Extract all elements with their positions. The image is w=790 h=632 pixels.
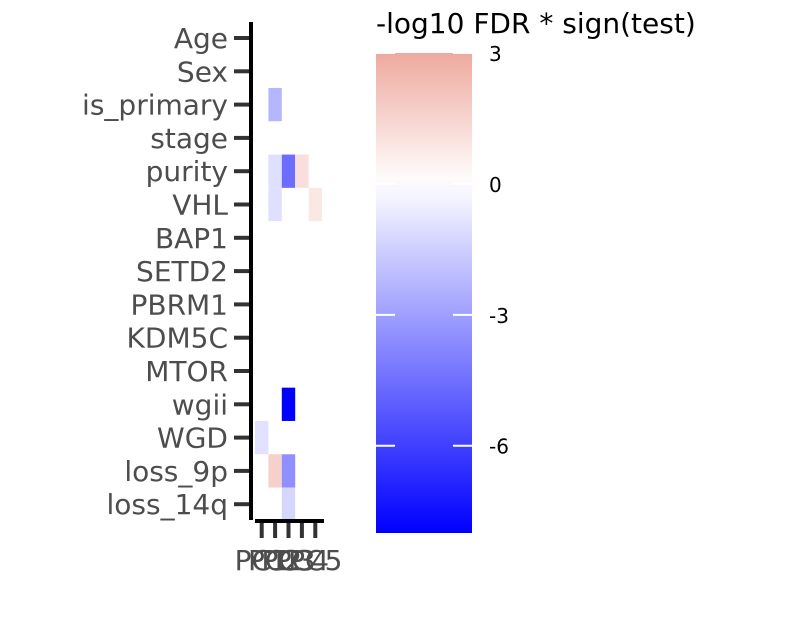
y-tick-label: SETD2 — [136, 255, 228, 288]
y-tick-label: MTOR — [145, 355, 228, 388]
color-legend: -log10 FDR * sign(test) 3 0 -3 -6 — [376, 7, 696, 533]
legend-tick-label: -6 — [489, 435, 509, 459]
x-tick-label: PC4 — [275, 544, 329, 577]
x-tick-label: PC2 — [248, 544, 302, 577]
y-tick-label: loss_9p — [124, 455, 228, 488]
y-tick-label: stage — [150, 122, 228, 155]
y-tick-label: WGD — [157, 422, 228, 455]
heatmap-cell-purity-PC3 — [281, 154, 296, 188]
heatmap-cells — [255, 87, 322, 521]
legend-colorbar — [376, 53, 472, 533]
heatmap-cell-loss_14q-PC3 — [281, 487, 296, 521]
y-tick-label: BAP1 — [155, 222, 228, 255]
heatmap-cell-purity-PC4 — [295, 154, 309, 188]
y-tick-label: Sex — [177, 55, 228, 88]
y-tick-label: wgii — [172, 388, 228, 421]
legend-tick-label: 0 — [489, 173, 502, 197]
heatmap-cell-purity-PC2 — [268, 154, 282, 188]
x-tick-label: PC1 — [235, 544, 289, 577]
y-axis: AgeSexis_primarystagepurityVHLBAP1SETD2P… — [82, 22, 253, 521]
y-tick-label: is_primary — [82, 89, 228, 122]
legend-title: -log10 FDR * sign(test) — [376, 7, 696, 40]
x-tick-label: PC5 — [288, 544, 342, 577]
x-tick-label: PC3 — [261, 544, 315, 577]
heatmap-cell-WGD-PC1 — [255, 420, 269, 455]
heatmap-cell-loss_9p-PC2 — [268, 454, 282, 488]
y-tick-label: purity — [146, 155, 228, 188]
heatmap-cell-loss_9p-PC3 — [281, 454, 296, 488]
heatmap-cell-VHL-PC5 — [308, 187, 322, 222]
heatmap-cell-VHL-PC2 — [268, 187, 282, 222]
y-tick-label: loss_14q — [107, 488, 229, 521]
heatmap-cell-is_primary-PC2 — [268, 87, 282, 122]
legend-tick-label: -3 — [489, 304, 509, 328]
y-tick-label: Age — [174, 22, 228, 55]
y-tick-label: KDM5C — [127, 322, 228, 355]
heatmap-cell-wgii-PC3 — [281, 387, 296, 421]
y-tick-label: PBRM1 — [130, 288, 228, 321]
y-tick-label: VHL — [172, 189, 228, 222]
legend-tick-label: 3 — [489, 42, 502, 66]
